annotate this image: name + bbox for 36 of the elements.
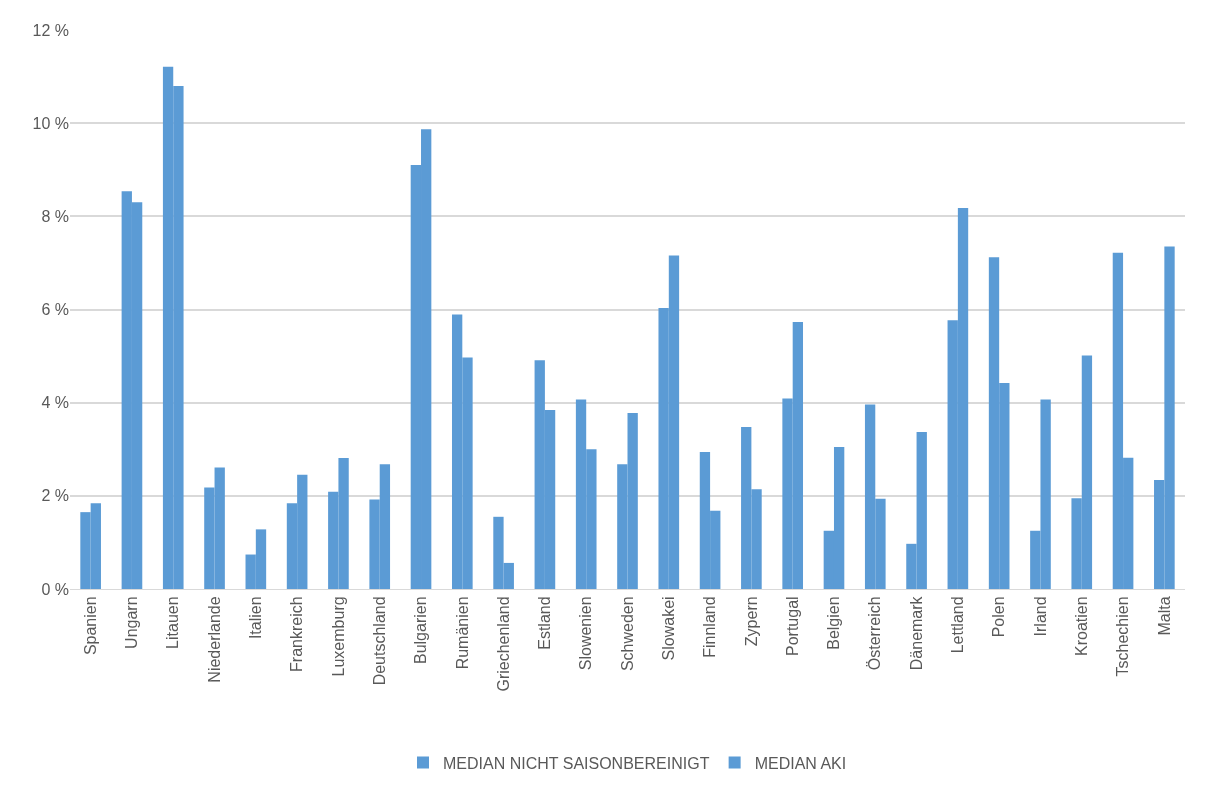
x-tick-label: Rumänien [453, 596, 471, 670]
legend-label: MEDIAN AKI [754, 754, 847, 772]
x-tick-label: Estland [536, 596, 554, 650]
x-tick-label: Finnland [701, 596, 719, 658]
x-tick-label: Lettland [949, 596, 967, 654]
x-tick-label: Luxemburg [329, 596, 347, 677]
y-tick-label: 2 % [41, 487, 69, 505]
y-tick-label: 10 % [32, 114, 69, 132]
x-tick-label: Slowenien [577, 596, 595, 671]
x-tick-label: Litauen [164, 596, 182, 649]
x-tick-label: Niederlande [205, 596, 223, 683]
y-tick-label: 4 % [41, 394, 69, 412]
x-tick-label: Belgien [825, 596, 843, 650]
x-tick-label: Griechenland [494, 596, 512, 692]
x-tick-label: Kroatien [1072, 596, 1090, 656]
x-tick-label: Italien [247, 596, 265, 640]
x-tick-label: Bulgarien [412, 596, 430, 665]
x-tick-label: Portugal [783, 596, 801, 656]
y-tick-label: 12 % [32, 21, 69, 39]
legend-label: MEDIAN NICHT SAISONBEREINIGT [443, 754, 710, 772]
x-tick-label: Slowakei [660, 596, 677, 661]
x-tick-label: Zypern [742, 596, 760, 647]
y-tick-label: 0 % [41, 580, 69, 598]
x-tick-label: Tschechien [1114, 596, 1132, 677]
y-tick-label: 6 % [41, 301, 69, 319]
x-tick-label: Schweden [618, 596, 636, 672]
x-tick-label: Spanien [81, 596, 99, 656]
x-tick-label: Malta [1155, 596, 1173, 636]
x-tick-label: Irland [1031, 596, 1049, 637]
x-tick-label: Polen [990, 596, 1008, 638]
x-tick-label: Frankreich [288, 596, 306, 672]
y-tick-label: 8 % [41, 207, 69, 225]
x-tick-label: Dänemark [907, 595, 925, 671]
x-tick-label: Ungarn [123, 596, 141, 649]
x-tick-label: Deutschland [370, 596, 388, 686]
x-tick-label: Österreich [866, 596, 884, 671]
